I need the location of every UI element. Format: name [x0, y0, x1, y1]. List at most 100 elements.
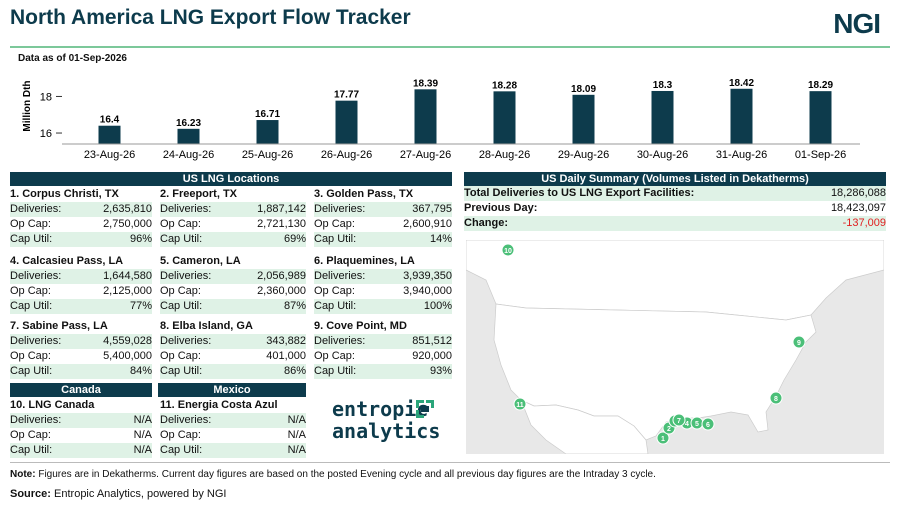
location-card: 7. Sabine Pass, LA Deliveries: 4,559,028 Op…	[10, 319, 152, 379]
cap-util-row: Cap Util: 69%	[160, 232, 306, 247]
deliveries-row: Deliveries: 2,635,810	[10, 202, 152, 217]
cap-util-label: Cap Util:	[160, 300, 203, 312]
op-cap-label: Op Cap:	[314, 285, 355, 297]
cap-util-label: Cap Util:	[314, 233, 357, 245]
x-tick-label: 29-Aug-26	[558, 149, 609, 161]
y-axis-label: Million Dth	[22, 80, 33, 131]
cap-util-value: 87%	[283, 300, 306, 312]
location-name: 1. Corpus Christi, TX	[10, 188, 119, 200]
deliveries-value: 2,056,989	[257, 270, 306, 282]
facility-marker-icon	[769, 391, 783, 405]
deliveries-row: Deliveries: 1,644,580	[10, 269, 152, 284]
op-cap-value: 5,400,000	[103, 350, 152, 362]
x-tick-label: 24-Aug-26	[163, 149, 214, 161]
op-cap-row: Op Cap: 5,400,000	[10, 349, 152, 364]
facility-marker-label: 9	[797, 340, 801, 347]
deliveries-row: Deliveries: N/A	[10, 413, 152, 428]
op-cap-value: 3,940,000	[403, 285, 452, 297]
facility-marker-icon	[656, 431, 670, 445]
op-cap-row: Op Cap: 2,360,000	[160, 284, 306, 299]
entropic-analytics-logo: entropic analytics.	[330, 397, 452, 449]
location-card: 9. Cove Point, MD Deliveries: 851,512 Op Ca…	[314, 319, 452, 379]
cap-util-row: Cap Util: 86%	[160, 364, 306, 379]
summary-header: US Daily Summary (Volumes Listed in Deka…	[464, 172, 886, 186]
location-card: 8. Elba Island, GA Deliveries: 343,882 Op C…	[160, 319, 306, 379]
op-cap-value: N/A	[287, 429, 306, 441]
op-cap-value: 2,721,130	[257, 218, 306, 230]
cap-util-value: 96%	[129, 233, 152, 245]
cap-util-value: 100%	[423, 300, 452, 312]
header: North America LNG Export Flow Tracker NG…	[0, 0, 900, 48]
x-tick-label: 01-Sep-26	[795, 149, 846, 161]
deliveries-label: Deliveries:	[10, 335, 62, 347]
cap-util-row: Cap Util: 87%	[160, 299, 306, 314]
deliveries-row: Deliveries: 2,056,989	[160, 269, 306, 284]
x-tick-label: 30-Aug-26	[637, 149, 688, 161]
facility-marker-label: 8	[774, 396, 778, 403]
op-cap-row: Op Cap: 2,750,000	[10, 217, 152, 232]
data-label: 18.3	[653, 80, 673, 91]
source-line: Source: Entropic Analytics, powered by N…	[10, 488, 226, 500]
op-cap-row: Op Cap: 920,000	[314, 349, 452, 364]
mexico-header: Mexico	[158, 383, 306, 397]
facility-marker-icon	[792, 335, 806, 349]
deliveries-row: Deliveries: 1,887,142	[160, 202, 306, 217]
bar-26-Aug-26	[335, 100, 358, 144]
facility-marker-icon	[701, 417, 715, 431]
bar-23-Aug-26	[98, 125, 121, 144]
source-label: Source:	[10, 488, 51, 500]
cap-util-label: Cap Util:	[160, 233, 203, 245]
deliveries-value: 1,887,142	[257, 203, 306, 215]
facility-marker-label: 1	[661, 436, 665, 443]
deliveries-label: Deliveries:	[314, 203, 366, 215]
cap-util-row: Cap Util: 100%	[314, 299, 452, 314]
data-label: 16.71	[255, 109, 280, 120]
note-label: Note:	[10, 469, 36, 480]
location-card: 3. Golden Pass, TX Deliveries: 367,795 Op C…	[314, 187, 452, 247]
deliveries-label: Deliveries:	[160, 203, 212, 215]
cap-util-row: Cap Util: N/A	[160, 443, 306, 458]
header-divider	[10, 46, 890, 48]
location-card: 1. Corpus Christi, TX Deliveries: 2,635,81…	[10, 187, 152, 247]
op-cap-value: 2,360,000	[257, 285, 306, 297]
facility-marker-label: 7	[677, 418, 681, 425]
op-cap-value: 2,600,910	[403, 218, 452, 230]
canada-card: 10. LNG Canada Deliveries: N/A Op Cap: N/A…	[10, 398, 152, 458]
location-card: 5. Cameron, LA Deliveries: 2,056,989 Op Cap…	[160, 254, 306, 314]
op-cap-value: 401,000	[266, 350, 306, 362]
brand-line-2: analytics.	[332, 419, 440, 443]
op-cap-row: Op Cap: N/A	[10, 428, 152, 443]
cap-util-label: Cap Util:	[10, 233, 53, 245]
op-cap-label: Op Cap:	[314, 218, 355, 230]
data-label: 16.4	[100, 115, 120, 126]
location-name: 11. Energia Costa Azul	[160, 399, 278, 411]
north-america-map: 1234567891011	[466, 240, 884, 454]
previous-day-label: Previous Day:	[464, 202, 538, 214]
location-card: 6. Plaquemines, LA Deliveries: 3,939,350 Op…	[314, 254, 452, 314]
cap-util-value: 84%	[129, 365, 152, 377]
location-name: 5. Cameron, LA	[160, 255, 241, 267]
location-name: 9. Cove Point, MD	[314, 320, 407, 332]
y-tick-label: 18	[40, 91, 52, 103]
cap-util-row: Cap Util: 14%	[314, 232, 452, 247]
facility-marker-label: 10	[504, 248, 512, 255]
cap-util-value: 93%	[429, 365, 452, 377]
canada-header: Canada	[10, 383, 152, 397]
ngi-logo: NGI	[833, 8, 881, 39]
x-tick-label: 26-Aug-26	[321, 149, 372, 161]
deliveries-label: Deliveries:	[160, 335, 212, 347]
cap-util-label: Cap Util:	[10, 444, 53, 456]
op-cap-value: N/A	[133, 429, 152, 441]
cap-util-row: Cap Util: N/A	[10, 443, 152, 458]
bar-30-Aug-26	[651, 90, 674, 144]
footer-divider	[10, 462, 890, 463]
location-name: 7. Sabine Pass, LA	[10, 320, 108, 332]
cap-util-label: Cap Util:	[10, 300, 53, 312]
x-tick-label: 27-Aug-26	[400, 149, 451, 161]
op-cap-label: Op Cap:	[10, 285, 51, 297]
bar-24-Aug-26	[177, 128, 200, 144]
cap-util-label: Cap Util:	[160, 444, 203, 456]
x-tick-label: 25-Aug-26	[242, 149, 293, 161]
facility-marker-label: 2	[667, 426, 671, 433]
